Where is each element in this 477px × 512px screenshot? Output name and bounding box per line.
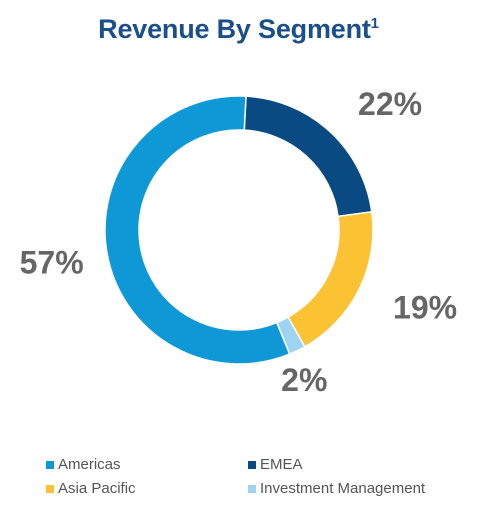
donut-slices (104, 95, 374, 365)
legend-swatch-americas (46, 460, 54, 469)
legend-swatch-asia-pacific (46, 484, 54, 493)
chart-title-footnote: 1 (370, 15, 379, 32)
legend-label-asia-pacific: Asia Pacific (58, 480, 136, 497)
legend-item-americas: Americas (46, 456, 121, 473)
legend-item-investment-management: Investment Management (248, 480, 425, 497)
value-label-emea: 22% (358, 86, 422, 122)
value-label-asia-pacific: 19% (393, 289, 457, 325)
value-label-investment-management: 2% (281, 362, 327, 398)
value-label-americas: 57% (20, 245, 84, 281)
legend-swatch-investment-management (248, 484, 256, 493)
donut-value-labels: 22% 19% 2% 57% (20, 86, 457, 398)
slice-emea (243, 95, 373, 218)
legend-label-emea: EMEA (260, 456, 303, 473)
chart-title-text: Revenue By Segment (98, 14, 371, 44)
donut-chart: 22% 19% 2% 57% (20, 86, 457, 398)
slice-asia-pacific (287, 210, 374, 348)
legend-label-investment-management: Investment Management (260, 480, 426, 497)
legend-label-americas: Americas (58, 456, 121, 473)
chart-title: Revenue By Segment1 (0, 14, 477, 45)
slice-americas (104, 95, 291, 365)
legend-swatch-emea (248, 460, 256, 469)
legend-item-asia-pacific: Asia Pacific (46, 480, 136, 497)
legend-item-emea: EMEA (248, 456, 303, 473)
